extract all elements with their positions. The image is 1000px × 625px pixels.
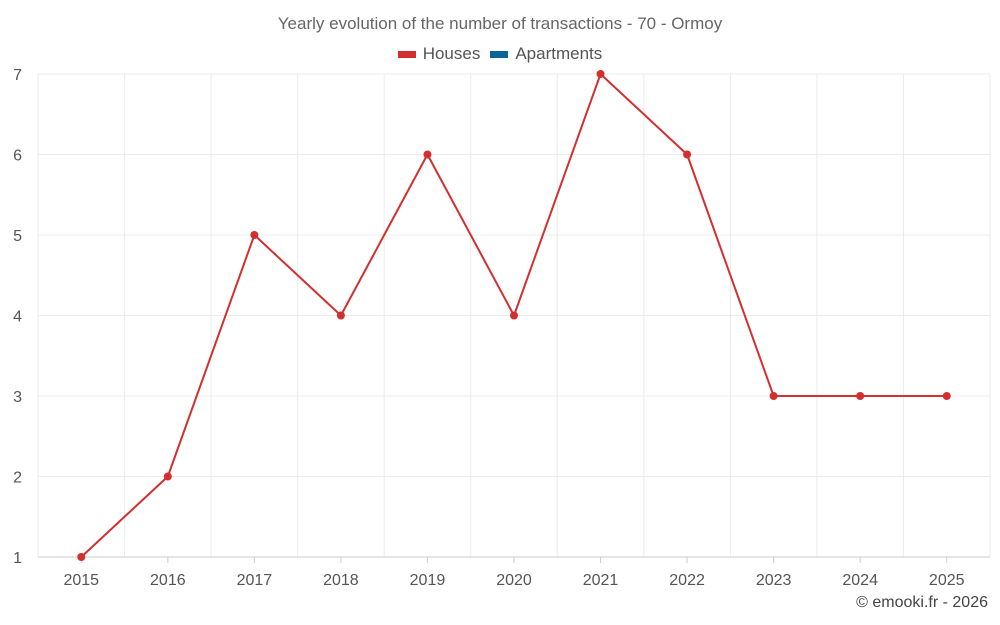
legend: Houses Apartments bbox=[0, 44, 1000, 64]
chart-title: Yearly evolution of the number of transa… bbox=[277, 14, 723, 33]
y-tick-label: 2 bbox=[13, 470, 22, 487]
data-point-houses[interactable] bbox=[510, 311, 518, 320]
x-tick-label: 2025 bbox=[929, 572, 965, 589]
x-tick-label: 2015 bbox=[63, 572, 99, 589]
data-point-houses[interactable] bbox=[683, 150, 692, 159]
x-tick-label: 2024 bbox=[842, 572, 878, 589]
y-tick-label: 6 bbox=[13, 148, 22, 165]
data-point-houses[interactable] bbox=[856, 392, 865, 400]
legend-swatch-apartments bbox=[490, 50, 509, 58]
x-tick-label: 2023 bbox=[756, 572, 792, 589]
x-tick-label: 2020 bbox=[496, 572, 532, 589]
data-point-houses[interactable] bbox=[423, 150, 432, 159]
data-point-houses[interactable] bbox=[250, 231, 259, 239]
x-tick-label: 2017 bbox=[237, 572, 273, 589]
credit-text: © emooki.fr - 2026 bbox=[856, 594, 988, 611]
legend-label-houses: Houses bbox=[422, 44, 481, 63]
x-tick-label: 2019 bbox=[410, 572, 446, 589]
data-point-houses[interactable] bbox=[163, 472, 172, 481]
data-point-houses[interactable] bbox=[596, 70, 605, 78]
y-tick-label: 7 bbox=[13, 67, 22, 84]
legend-swatch-houses bbox=[397, 50, 416, 58]
grid bbox=[37, 73, 991, 558]
x-tick-label: 2022 bbox=[669, 572, 705, 589]
x-tick-label: 2016 bbox=[150, 572, 186, 589]
x-tick-label: 2021 bbox=[583, 572, 619, 589]
legend-label-apartments: Apartments bbox=[515, 44, 603, 63]
legend-item-houses[interactable]: Houses bbox=[397, 44, 481, 64]
x-tick-label: 2018 bbox=[323, 572, 359, 589]
y-tick-label: 5 bbox=[13, 228, 22, 245]
legend-item-apartments[interactable]: Apartments bbox=[490, 44, 602, 64]
data-point-houses[interactable] bbox=[942, 392, 951, 400]
data-point-houses[interactable] bbox=[769, 392, 778, 400]
y-tick-label: 4 bbox=[13, 309, 22, 326]
series-layer bbox=[77, 70, 951, 561]
data-point-houses[interactable] bbox=[77, 553, 86, 561]
axes: 1 2 3 4 5 6 7 2015 2016 2017 2018 2019 2020 2021 2022 2… bbox=[13, 67, 990, 589]
y-tick-label: 3 bbox=[13, 389, 22, 406]
y-tick-label: 1 bbox=[13, 550, 22, 567]
data-point-houses[interactable] bbox=[336, 311, 345, 320]
